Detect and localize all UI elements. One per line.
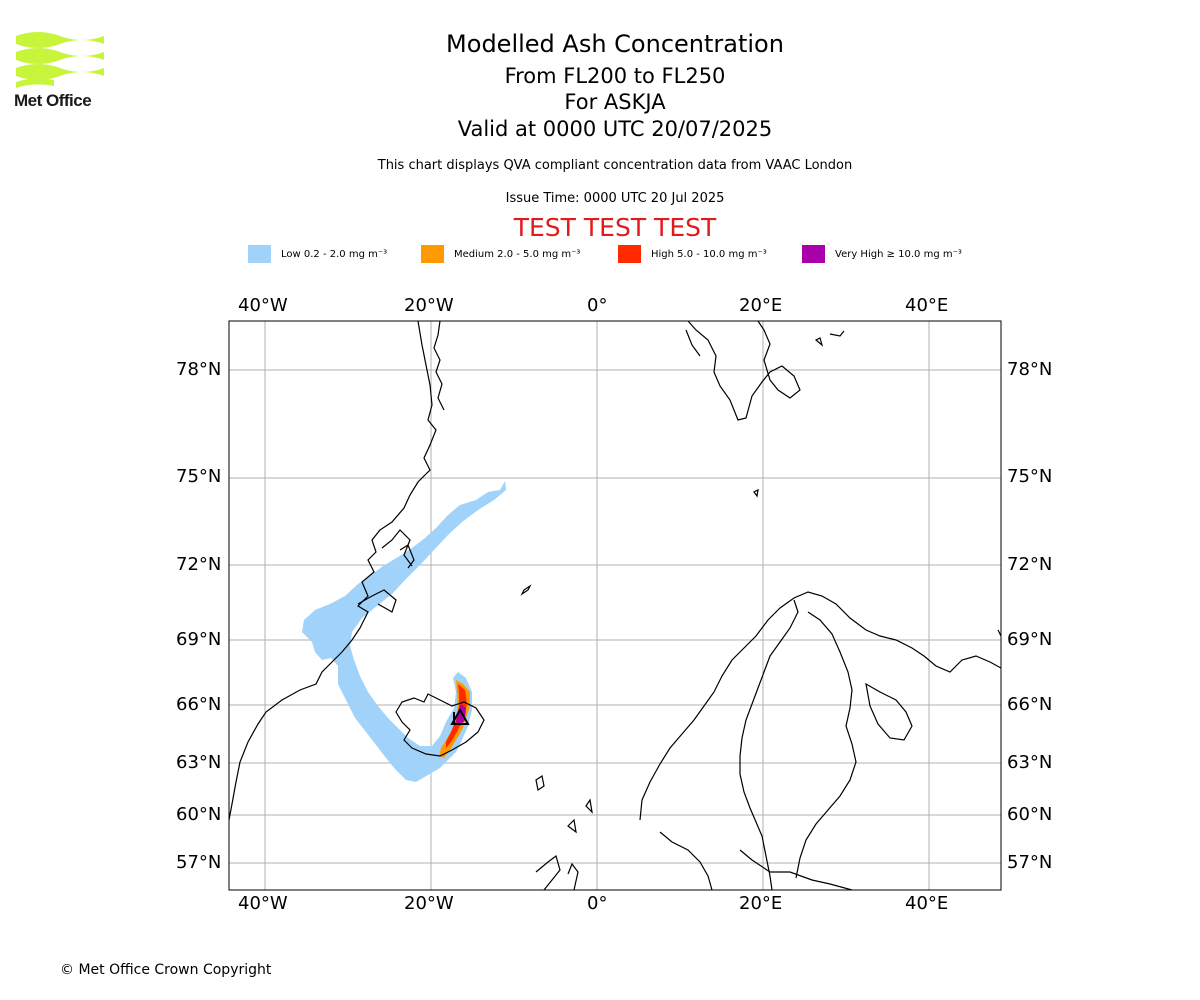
- lon-tick-bottom-20w: 20°W: [404, 893, 454, 914]
- lon-tick-top-20w: 20°W: [404, 295, 454, 316]
- valid-time: Valid at 0000 UTC 20/07/2025: [457, 117, 773, 141]
- chart-subtitle: This chart displays QVA compliant concen…: [377, 158, 853, 173]
- coastlines: [229, 321, 1001, 890]
- legend-label-high: High 5.0 - 10.0 mg m⁻³: [651, 248, 767, 260]
- lat-tick-left-60n: 60°N: [176, 804, 222, 825]
- lon-tick-top-20e: 20°E: [739, 295, 783, 316]
- legend-swatch-very-high: [802, 245, 825, 263]
- lon-tick-top-40e: 40°E: [905, 295, 949, 316]
- chart-title: Modelled Ash Concentration: [446, 30, 784, 58]
- lat-tick-right-78n: 78°N: [1007, 359, 1053, 380]
- lat-tick-right-75n: 75°N: [1007, 466, 1053, 487]
- lat-tick-right-57n: 57°N: [1007, 852, 1053, 873]
- flight-level-range: From FL200 to FL250: [504, 64, 726, 88]
- map-frame: [228, 320, 1002, 891]
- legend-item-medium: Medium 2.0 - 5.0 mg m⁻³: [421, 244, 580, 264]
- lat-tick-left-75n: 75°N: [176, 466, 222, 487]
- met-office-wave-icon: [16, 32, 104, 88]
- issue-time: Issue Time: 0000 UTC 20 Jul 2025: [505, 191, 725, 206]
- lon-tick-bottom-40e: 40°E: [905, 893, 949, 914]
- lon-tick-bottom-20e: 20°E: [739, 893, 783, 914]
- lon-tick-bottom-40w: 40°W: [238, 893, 288, 914]
- legend-item-very-high: Very High ≥ 10.0 mg m⁻³: [802, 244, 962, 264]
- lat-tick-left-63n: 63°N: [176, 752, 222, 773]
- triangle-marker-icon: [450, 707, 470, 725]
- lon-tick-top-40w: 40°W: [238, 295, 288, 316]
- lat-tick-left-57n: 57°N: [176, 852, 222, 873]
- lat-tick-left-66n: 66°N: [176, 694, 222, 715]
- lat-tick-right-63n: 63°N: [1007, 752, 1053, 773]
- ash-high-zone: [446, 684, 467, 748]
- svalbard-coast: [687, 321, 801, 421]
- ash-low-plume: [302, 481, 506, 782]
- graticule: [229, 321, 1001, 890]
- legend-item-high: High 5.0 - 10.0 mg m⁻³: [618, 244, 767, 264]
- legend-label-medium: Medium 2.0 - 5.0 mg m⁻³: [454, 248, 581, 260]
- iceland-coast: [395, 693, 485, 757]
- legend-item-low: Low 0.2 - 2.0 mg m⁻³: [248, 244, 387, 264]
- copyright-notice: © Met Office Crown Copyright: [60, 962, 272, 978]
- lat-tick-left-72n: 72°N: [176, 554, 222, 575]
- met-office-logo: [14, 30, 106, 94]
- volcano-name: For ASKJA: [564, 90, 666, 114]
- lat-tick-right-60n: 60°N: [1007, 804, 1053, 825]
- lat-tick-right-66n: 66°N: [1007, 694, 1053, 715]
- lon-tick-bottom-0: 0°: [587, 893, 608, 914]
- lon-tick-top-0: 0°: [587, 295, 608, 316]
- legend-label-very-high: Very High ≥ 10.0 mg m⁻³: [835, 248, 962, 260]
- scandinavia-coast: [639, 591, 1001, 821]
- legend-swatch-high: [618, 245, 641, 263]
- ash-very-high-zone: [456, 704, 466, 726]
- lat-tick-right-69n: 69°N: [1007, 629, 1053, 650]
- legend-swatch-medium: [421, 245, 444, 263]
- logo-text: Met Office: [14, 91, 92, 110]
- lat-tick-right-72n: 72°N: [1007, 554, 1053, 575]
- greenland-coast: [229, 321, 437, 821]
- legend-label-low: Low 0.2 - 2.0 mg m⁻³: [281, 248, 388, 260]
- lat-tick-left-78n: 78°N: [176, 359, 222, 380]
- legend-swatch-low: [248, 245, 271, 263]
- test-banner: TEST TEST TEST: [513, 213, 717, 242]
- lat-tick-left-69n: 69°N: [176, 629, 222, 650]
